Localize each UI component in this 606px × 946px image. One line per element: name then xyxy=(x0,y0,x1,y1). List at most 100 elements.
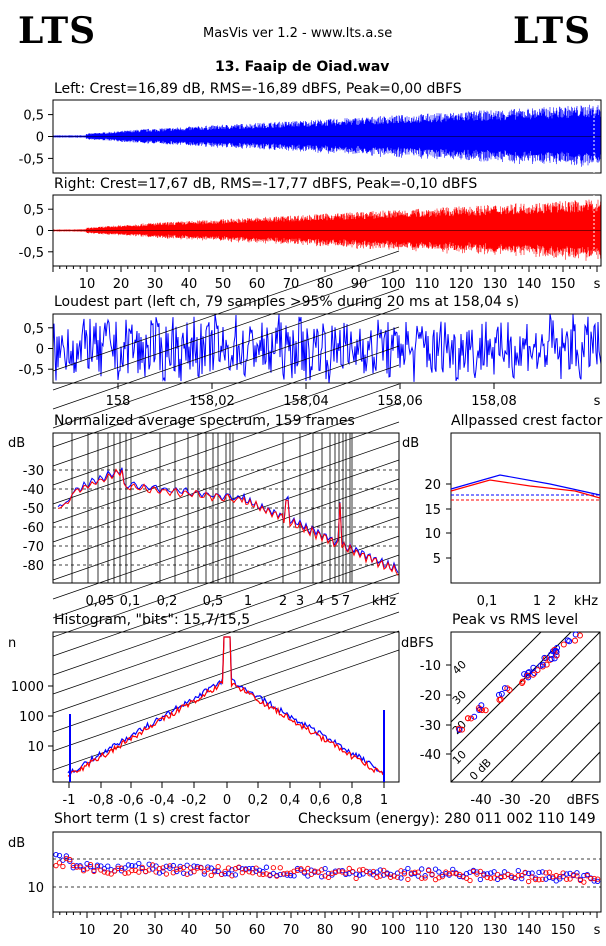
short-term-right-point xyxy=(301,869,308,875)
time-axis-top-label: 50 xyxy=(215,277,232,292)
time-axis-top-label: 90 xyxy=(351,277,368,292)
peak-rms-point xyxy=(537,662,544,669)
short-term-right-point xyxy=(270,865,276,871)
allpassed-caption: Allpassed crest factor xyxy=(451,413,603,429)
short-term-right-point xyxy=(394,874,401,880)
waveform-right-y-tick: 0 xyxy=(36,225,44,240)
time-axis-bottom-label: 80 xyxy=(317,923,334,938)
short-term-right-point xyxy=(94,864,101,870)
loudest-x-label: 158,04 xyxy=(283,394,329,409)
peak-rms-diagonal xyxy=(450,631,601,783)
short-term-right-point xyxy=(56,860,63,866)
peak-rms-diagonal xyxy=(510,691,601,783)
short-term-left-point xyxy=(474,869,480,875)
short-term-right-point xyxy=(453,871,459,877)
allpassed-frame xyxy=(450,432,601,584)
short-term-left-point xyxy=(367,869,373,875)
short-term-right-point xyxy=(101,869,107,875)
short-term-right-point xyxy=(381,867,387,874)
short-term-right-point xyxy=(356,867,363,873)
histogram-y-tick: 10 xyxy=(27,740,44,755)
peak-rms-point xyxy=(553,652,560,659)
histogram-y-tick: 100 xyxy=(19,710,44,725)
short-term-left-point xyxy=(456,873,463,880)
allpassed-y-tick: 15 xyxy=(424,503,441,518)
short-term-right-point xyxy=(198,865,204,871)
short-term-right-point xyxy=(146,867,152,873)
short-term-left-point xyxy=(177,863,183,870)
spectrum-x-label: 7 xyxy=(342,594,350,609)
short-term-right-point xyxy=(149,862,156,868)
spectrum-diagonal-grid xyxy=(52,478,400,600)
peak-rms-diagonal xyxy=(450,631,542,723)
short-term-caption: Short term (1 s) crest factor xyxy=(54,811,250,827)
waveform-left-trace xyxy=(52,104,602,167)
spectrum-y-tick: -30 xyxy=(23,464,44,479)
spectrum-x-label: 0,1 xyxy=(120,594,141,609)
loudest-x-label: 158,08 xyxy=(471,394,517,409)
spectrum-x-label: 0,05 xyxy=(86,594,115,609)
short-term-left-point xyxy=(232,872,239,878)
time-axis-bottom-label: 150 xyxy=(551,923,576,938)
peak-rms-diagonal xyxy=(570,751,601,783)
histogram-x-label: -1 xyxy=(63,793,76,808)
short-term-left-point xyxy=(80,866,87,872)
short-term-left-point xyxy=(208,865,214,871)
short-term-left-point xyxy=(246,866,252,872)
spectrum-diagonal-grid xyxy=(52,269,400,391)
short-term-left-point xyxy=(581,872,587,879)
short-term-right-point xyxy=(588,875,594,882)
time-axis-bottom-label: 130 xyxy=(483,923,508,938)
short-term-left-point xyxy=(146,861,152,867)
loudest-caption: Loudest part (left ch, 79 samples >95% d… xyxy=(54,294,520,310)
short-term-right-point xyxy=(60,863,66,870)
short-term-right-point xyxy=(277,865,283,871)
time-axis-bottom-label: 30 xyxy=(147,923,164,938)
short-term-right-point xyxy=(522,869,528,876)
histogram-right-curve xyxy=(67,636,384,778)
spectrum-diagonal-grid xyxy=(52,459,400,581)
short-term-right-point xyxy=(581,879,587,885)
short-term-right-point xyxy=(343,870,349,876)
logo-left: LTS xyxy=(18,10,97,52)
histogram-x-label: 0,6 xyxy=(310,793,331,808)
peak-rms-point xyxy=(498,690,505,697)
short-term-right-point xyxy=(105,870,111,876)
time-axis-top-label: 110 xyxy=(415,277,440,292)
short-term-right-point xyxy=(474,871,480,877)
peak-rms-point xyxy=(482,707,489,714)
short-term-right-point xyxy=(174,866,180,872)
short-term-left-point xyxy=(56,852,63,859)
short-term-right-point xyxy=(201,868,208,875)
short-term-left-point xyxy=(63,853,70,859)
time-axis-bottom-label: 60 xyxy=(249,923,266,938)
short-term-right-point xyxy=(539,876,546,882)
spectrum-diagonal-grid xyxy=(52,364,400,486)
short-term-left-point xyxy=(574,870,580,876)
short-term-right-point xyxy=(291,868,297,874)
allpassed-y-tick: 5 xyxy=(433,552,441,567)
short-term-right-point xyxy=(346,865,352,872)
short-term-left-point xyxy=(53,852,59,858)
time-axis-top-label: 140 xyxy=(517,277,542,292)
short-term-right-point xyxy=(353,875,359,881)
short-term-left-point xyxy=(377,867,383,873)
allpassed-x-label: kHz xyxy=(574,594,598,609)
short-term-left-point xyxy=(239,866,245,872)
loudest-x-label: 158,06 xyxy=(377,394,423,409)
spectrum-x-label: 2 xyxy=(279,594,287,609)
peak-rms-x-label: -30 xyxy=(499,793,520,808)
short-term-right-point xyxy=(560,870,566,876)
short-term-left-point xyxy=(205,864,211,870)
short-term-left-point xyxy=(370,872,377,878)
short-term-right-point xyxy=(298,866,304,872)
short-term-left-point xyxy=(277,871,283,878)
time-axis-top-label: 40 xyxy=(181,277,198,292)
spectrum-x-label: 4 xyxy=(316,594,324,609)
short-term-right-point xyxy=(312,868,318,874)
histogram-unit-label: n xyxy=(8,636,16,651)
allpassed-x-label: 1 xyxy=(533,594,541,609)
short-term-left-point xyxy=(184,862,190,868)
short-term-left-point xyxy=(174,868,180,875)
short-term-right-point xyxy=(246,869,252,875)
